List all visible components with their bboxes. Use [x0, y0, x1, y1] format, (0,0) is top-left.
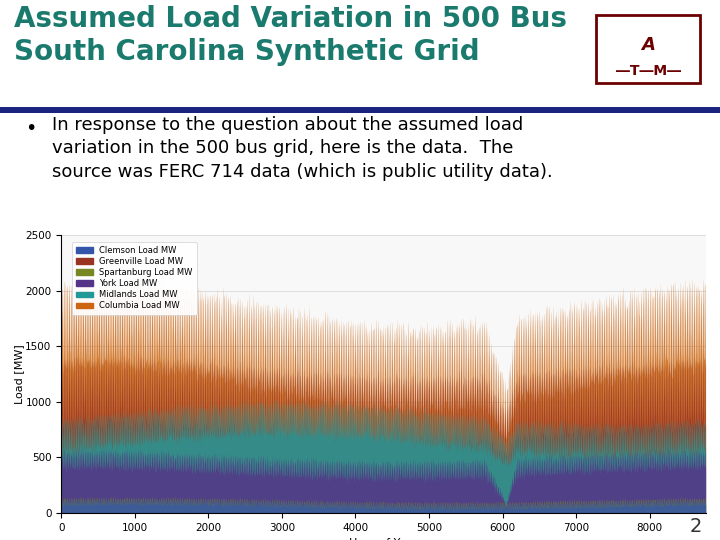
Legend: Clemson Load MW, Greenville Load MW, Spartanburg Load MW, York Load MW, Midlands: Clemson Load MW, Greenville Load MW, Spa…: [72, 242, 197, 315]
Text: A: A: [641, 36, 655, 54]
Text: 2: 2: [690, 517, 702, 536]
Text: In response to the question about the assumed load
variation in the 500 bus grid: In response to the question about the as…: [52, 116, 553, 181]
Text: •: •: [24, 119, 36, 138]
Text: ―T―M―: ―T―M―: [616, 64, 680, 78]
Text: Assumed Load Variation in 500 Bus
South Carolina Synthetic Grid: Assumed Load Variation in 500 Bus South …: [14, 5, 567, 66]
X-axis label: Hour of Year: Hour of Year: [349, 538, 418, 540]
Y-axis label: Load [MW]: Load [MW]: [14, 344, 24, 404]
